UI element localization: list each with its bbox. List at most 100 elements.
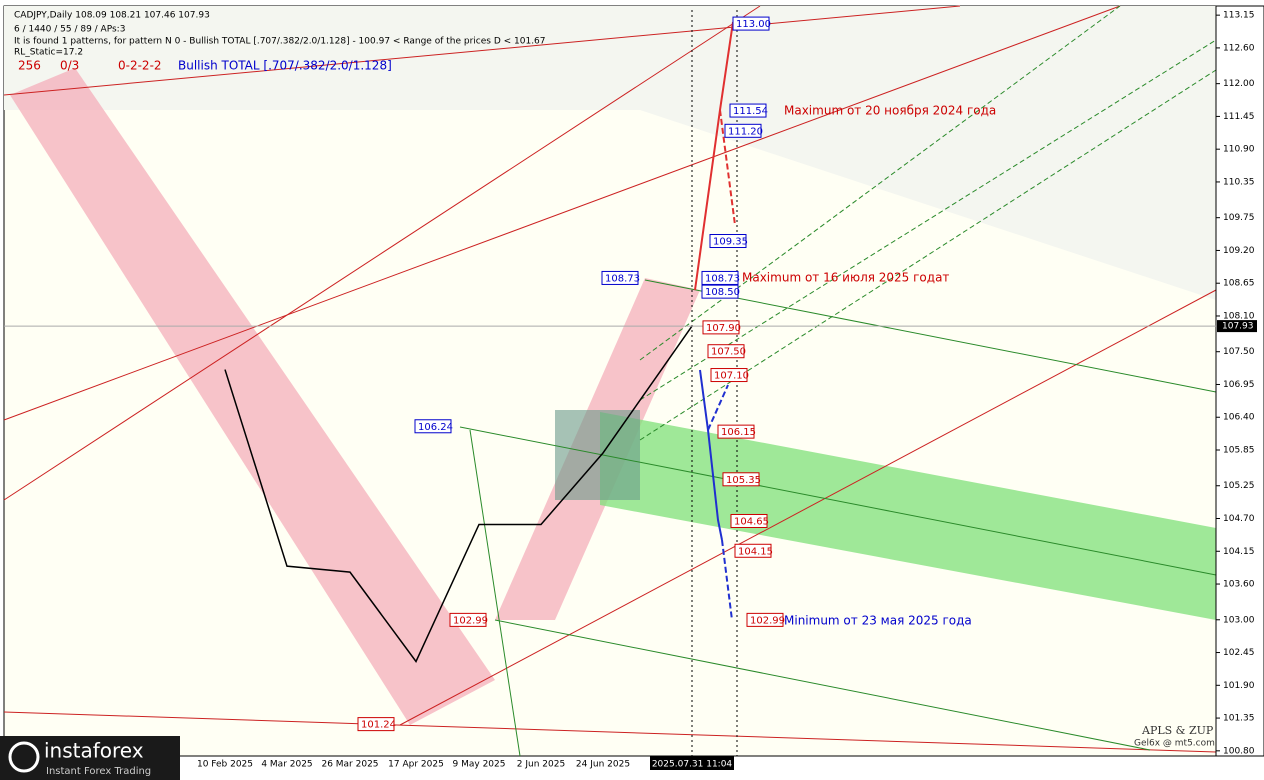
y-tick-label: 103.00 bbox=[1223, 615, 1255, 625]
fork-line bbox=[644, 279, 1217, 393]
price-tag: 109.35 bbox=[713, 237, 748, 248]
header-line: It is found 1 patterns, for pattern N 0 … bbox=[14, 37, 546, 47]
channel-line bbox=[3, 5, 761, 501]
forecast-down bbox=[721, 539, 733, 621]
forecast-down bbox=[707, 384, 729, 431]
current-price-box bbox=[1217, 320, 1257, 333]
y-tick-label: 113.15 bbox=[1223, 11, 1255, 21]
y-tick-label: 110.35 bbox=[1223, 177, 1255, 187]
y-tick-label: 101.90 bbox=[1223, 681, 1255, 691]
y-tick-label: 110.90 bbox=[1223, 145, 1255, 155]
falling-channel bbox=[10, 68, 495, 725]
x-tick-label: 17 Apr 2025 bbox=[388, 760, 444, 770]
annotation: Minimum от 23 мая 2025 года bbox=[784, 614, 972, 628]
logo: instaforex bbox=[44, 739, 144, 763]
price-tag-box bbox=[722, 472, 760, 487]
y-tick-label: 104.70 bbox=[1223, 514, 1255, 524]
price-tag: 102.99 bbox=[750, 615, 785, 626]
header-line: RL_Static=17.2 bbox=[14, 48, 83, 58]
channel-line bbox=[3, 711, 1217, 753]
price-tag-box bbox=[702, 320, 740, 335]
green-band bbox=[600, 412, 1216, 620]
annotation: Maximum от 20 ноября 2024 года bbox=[784, 104, 996, 118]
y-tick-label: 108.10 bbox=[1223, 311, 1255, 321]
price-tag-box bbox=[701, 270, 739, 285]
channel-line bbox=[3, 5, 961, 96]
price-tag-box bbox=[414, 419, 452, 434]
fork-line bbox=[494, 619, 1151, 751]
x-tick-label: 2 Jun 2025 bbox=[517, 760, 565, 770]
y-tick-label: 106.40 bbox=[1223, 413, 1255, 423]
price-tag-box bbox=[732, 16, 770, 31]
x-tick-label: 26 Mar 2025 bbox=[321, 760, 378, 770]
forecast-up bbox=[719, 109, 736, 226]
fan-line bbox=[639, 5, 1121, 361]
annotation: Maximum от 16 июля 2025 годат bbox=[742, 271, 949, 285]
price-tag: 106.24 bbox=[418, 422, 453, 433]
header-line: 6 / 1440 / 55 / 89 / APs:3 bbox=[14, 25, 125, 35]
x-tick-label: 2025.07.31 11:04 bbox=[652, 760, 733, 770]
price-tag: 101.24 bbox=[361, 720, 396, 731]
x-tick-label: 10 Feb 2025 bbox=[197, 760, 253, 770]
price-tag-box bbox=[717, 424, 755, 439]
y-tick-label: 105.85 bbox=[1223, 446, 1255, 456]
x-tick-label: 24 Jun 2025 bbox=[576, 760, 630, 770]
price-tag: 111.20 bbox=[728, 126, 763, 137]
price-tag-box bbox=[710, 368, 748, 383]
x-tick-label: 4 Mar 2025 bbox=[261, 760, 312, 770]
price-tag: 107.50 bbox=[711, 347, 746, 358]
price-tag-box bbox=[734, 543, 772, 558]
y-tick-label: 112.60 bbox=[1223, 43, 1255, 53]
price-tag: 108.50 bbox=[705, 287, 740, 298]
fork-line bbox=[459, 426, 1217, 576]
y-tick-label: 107.50 bbox=[1223, 347, 1255, 357]
y-tick-label: 103.60 bbox=[1223, 580, 1255, 590]
y-tick-label: 101.35 bbox=[1223, 714, 1255, 724]
price-tag-box bbox=[449, 612, 487, 627]
y-tick-label: 105.25 bbox=[1223, 481, 1255, 491]
channel-line bbox=[399, 289, 1217, 726]
y-tick-label: 112.00 bbox=[1223, 79, 1255, 89]
price-tag-box bbox=[701, 284, 739, 299]
price-tag-box bbox=[709, 234, 747, 249]
price-tag: 106.15 bbox=[721, 427, 756, 438]
time-marker-box bbox=[650, 756, 734, 770]
price-line bbox=[224, 325, 693, 663]
channel-line bbox=[3, 5, 1121, 421]
credit: Gel6x @ mt5.com bbox=[1134, 739, 1215, 749]
price-tag-box bbox=[724, 123, 762, 138]
price-tag-box bbox=[357, 717, 395, 732]
price-tag: 111.54 bbox=[733, 106, 768, 117]
header-line: CADJPY,Daily 108.09 108.21 107.46 107.93 bbox=[14, 11, 210, 21]
price-tag-box bbox=[729, 103, 767, 118]
price-tag-box bbox=[746, 612, 784, 627]
price-tag: 113.00 bbox=[736, 19, 771, 30]
y-tick-label: 109.20 bbox=[1223, 246, 1255, 256]
y-tick-label: 106.95 bbox=[1223, 380, 1255, 390]
price-tag-box bbox=[707, 344, 745, 359]
price-tag: 104.65 bbox=[734, 516, 769, 527]
price-axis bbox=[1215, 5, 1264, 757]
y-tick-label: 109.75 bbox=[1223, 213, 1255, 223]
y-tick-label: 104.15 bbox=[1223, 547, 1255, 557]
credit: APLS & ZUP bbox=[1141, 724, 1214, 737]
price-tag: 102.99 bbox=[453, 615, 488, 626]
price-tag: 107.90 bbox=[706, 323, 741, 334]
price-tag: 107.10 bbox=[714, 371, 749, 382]
price-tag: 104.15 bbox=[738, 546, 773, 557]
logo-icon bbox=[8, 741, 40, 773]
zone bbox=[4, 6, 1216, 300]
price-tag: 105.35 bbox=[726, 475, 761, 486]
price-tag-box bbox=[730, 513, 768, 528]
logo-tagline: Instant Forex Trading bbox=[46, 766, 151, 777]
x-tick-label: 9 May 2025 bbox=[453, 760, 506, 770]
price-tag: 108.73 bbox=[605, 273, 640, 284]
box bbox=[555, 410, 640, 500]
price-tag-box bbox=[601, 270, 639, 285]
price-tag: 108.73 bbox=[705, 273, 740, 284]
y-tick-label: 100.80 bbox=[1223, 746, 1255, 756]
status: 0/3 bbox=[60, 59, 79, 73]
fan-line bbox=[639, 39, 1217, 401]
current-price-label: 107.93 bbox=[1222, 322, 1254, 332]
